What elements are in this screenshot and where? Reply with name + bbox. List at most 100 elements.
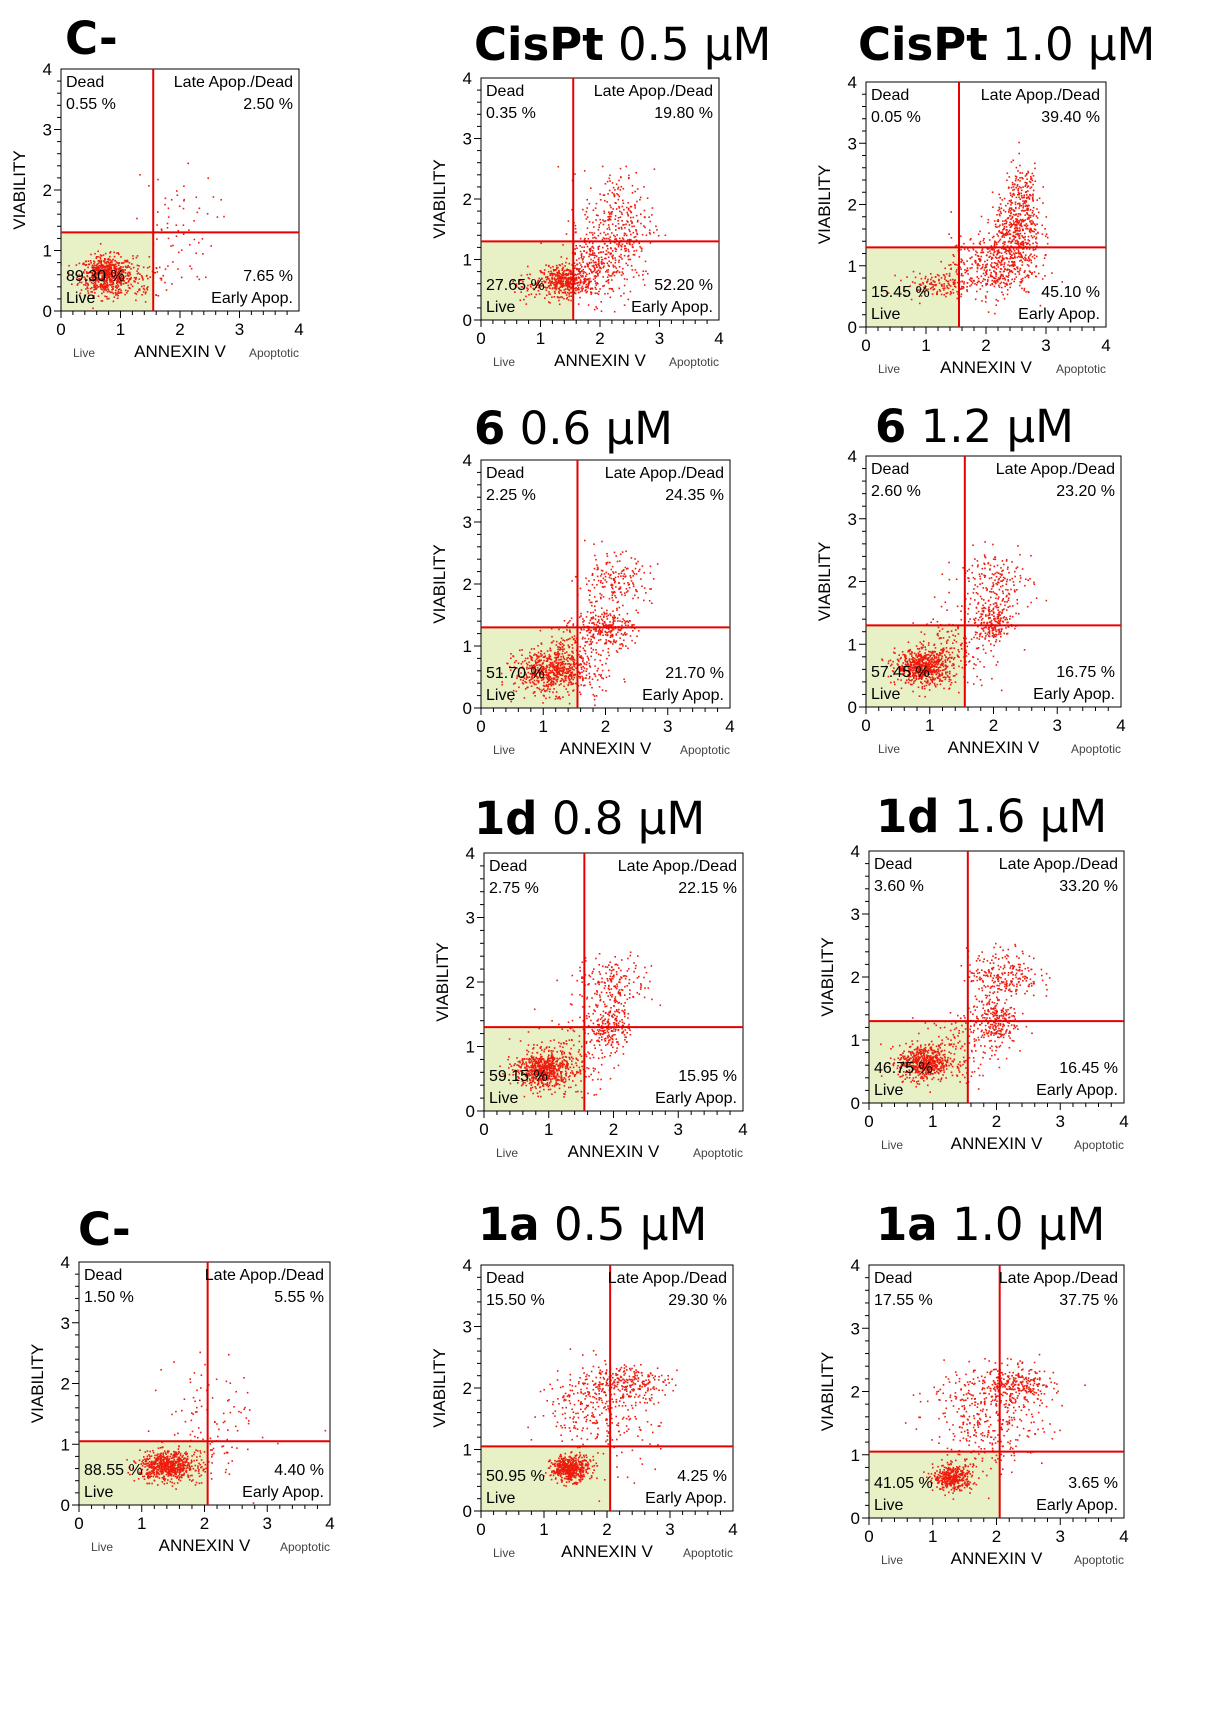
event-dot <box>614 641 617 644</box>
event-dot <box>634 235 637 238</box>
event-dot <box>638 570 640 572</box>
event-dot <box>114 260 117 262</box>
event-dot <box>1002 277 1004 280</box>
event-dot <box>603 616 605 618</box>
event-dot <box>156 271 159 273</box>
event-dot <box>111 289 113 291</box>
event-dot <box>553 290 556 293</box>
event-dot <box>922 281 924 284</box>
event-dot <box>593 622 595 624</box>
event-dot <box>579 237 582 240</box>
event-dot <box>170 199 173 201</box>
event-dot <box>533 679 536 682</box>
event-dot <box>521 666 524 668</box>
event-dot <box>921 658 923 660</box>
event-dot <box>597 263 599 266</box>
event-dot <box>617 575 620 578</box>
event-dot <box>579 691 581 694</box>
event-dot <box>97 256 99 258</box>
event-dot <box>623 223 625 226</box>
event-dot <box>1021 287 1023 290</box>
event-dot <box>561 646 564 648</box>
event-dot <box>94 264 96 267</box>
event-dot <box>1007 217 1009 219</box>
event-dot <box>567 269 570 271</box>
event-dot <box>1035 255 1038 258</box>
event-dot <box>589 281 591 283</box>
event-dot <box>1015 229 1018 232</box>
event-dot <box>1017 202 1019 205</box>
event-dot <box>559 648 561 651</box>
event-dot <box>585 641 588 643</box>
event-dot <box>556 678 559 680</box>
event-dot <box>585 210 588 213</box>
event-dot <box>622 634 624 636</box>
event-dot <box>607 640 610 642</box>
event-dot <box>580 253 583 255</box>
event-dot <box>627 177 630 180</box>
event-dot <box>98 264 100 267</box>
event-dot <box>1013 222 1015 224</box>
event-dot <box>125 266 127 268</box>
event-dot <box>586 661 588 663</box>
event-dot <box>95 269 98 272</box>
event-dot <box>624 631 626 634</box>
event-dot <box>558 282 561 284</box>
event-dot <box>620 245 623 248</box>
event-dot <box>95 268 98 270</box>
event-dot <box>606 269 608 272</box>
event-dot <box>566 639 568 641</box>
event-dot <box>956 281 959 284</box>
event-dot <box>553 296 556 298</box>
event-dot <box>639 245 641 248</box>
event-dot <box>556 670 558 672</box>
event-dot <box>610 275 613 277</box>
event-dot <box>935 669 938 672</box>
panel-title-compound: CisPt <box>474 18 604 71</box>
event-dot <box>641 233 644 236</box>
event-dot <box>527 284 529 287</box>
event-dot <box>554 275 557 277</box>
event-dot <box>927 670 929 673</box>
event-dot <box>609 621 611 623</box>
event-dot <box>928 689 931 691</box>
event-dot <box>1035 215 1038 217</box>
event-dot <box>893 673 895 676</box>
event-dot <box>527 686 529 689</box>
event-dot <box>571 650 574 653</box>
event-dot <box>927 288 929 291</box>
event-dot <box>104 268 106 271</box>
event-dot <box>1018 220 1020 222</box>
event-dot <box>983 269 986 271</box>
event-dot <box>1007 202 1009 205</box>
event-dot <box>141 277 144 279</box>
event-dot <box>1006 275 1008 278</box>
event-dot <box>608 627 610 629</box>
event-dot <box>1018 271 1020 273</box>
event-dot <box>637 596 639 599</box>
event-dot <box>542 656 545 659</box>
event-dot <box>105 280 108 282</box>
event-dot <box>602 262 605 264</box>
event-dot <box>593 264 595 267</box>
event-dot <box>93 286 95 289</box>
event-dot <box>947 282 950 285</box>
event-dot <box>588 631 591 634</box>
event-dot <box>110 261 112 263</box>
event-dot <box>648 229 651 232</box>
event-dot <box>990 252 992 255</box>
event-dot <box>615 229 617 231</box>
event-dot <box>117 278 120 280</box>
event-dot <box>621 220 623 222</box>
event-dot <box>573 267 575 269</box>
event-dot <box>590 655 592 658</box>
event-dot <box>969 257 972 259</box>
event-dot <box>633 627 636 630</box>
event-dot <box>582 268 585 271</box>
event-dot <box>1008 224 1011 226</box>
event-dot <box>632 571 635 573</box>
event-dot <box>1027 276 1030 279</box>
quadrant-late-value: 24.35 % <box>665 487 724 504</box>
event-dot <box>998 208 1001 211</box>
event-dot <box>558 670 561 672</box>
